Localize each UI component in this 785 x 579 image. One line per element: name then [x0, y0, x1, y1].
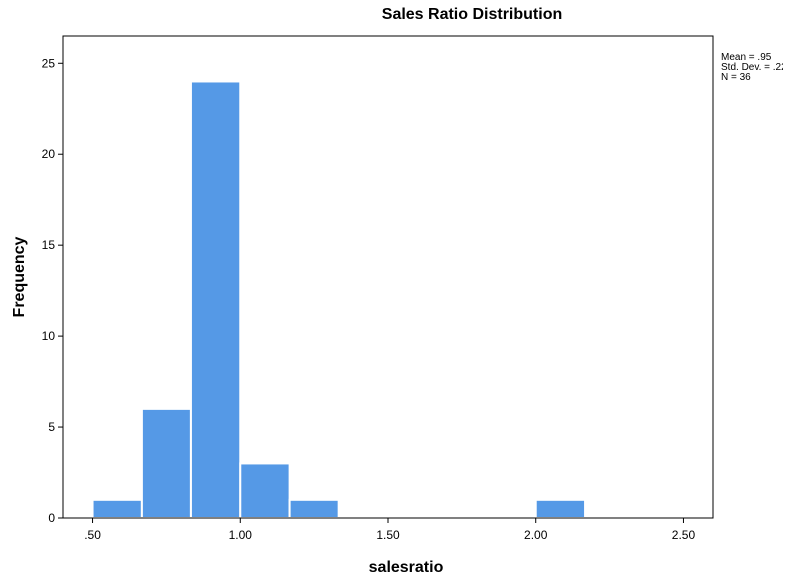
- stat-std-dev: Std. Dev. = .228: [721, 62, 783, 73]
- y-tick-label: 20: [42, 147, 56, 161]
- y-axis-label: Frequency: [11, 236, 28, 317]
- histogram-bar: [288, 498, 340, 519]
- x-axis-label: salesratio: [369, 559, 444, 576]
- stats-box: Mean = .95 Std. Dev. = .228 N = 36: [721, 53, 783, 83]
- y-tick-label: 5: [48, 420, 55, 434]
- y-tick-label: 10: [42, 329, 56, 343]
- x-tick-label: .50: [84, 528, 101, 542]
- histogram-bar: [91, 498, 143, 519]
- chart-title: Sales Ratio Distribution: [381, 6, 563, 23]
- histogram-bar: [189, 80, 242, 519]
- histogram-bar: [239, 462, 291, 519]
- y-tick-label: 25: [42, 56, 56, 70]
- histogram-bar: [534, 498, 587, 519]
- y-tick-label: 15: [42, 238, 56, 252]
- histogram-bar: [140, 407, 192, 519]
- x-tick-label: 1.50: [376, 528, 400, 542]
- stat-n: N = 36: [721, 72, 751, 83]
- x-tick-label: 2.50: [672, 528, 696, 542]
- x-tick-label: 2.00: [524, 528, 548, 542]
- y-tick-label: 0: [48, 511, 55, 525]
- x-tick-label: 1.00: [229, 528, 253, 542]
- stat-mean: Mean = .95: [721, 53, 772, 63]
